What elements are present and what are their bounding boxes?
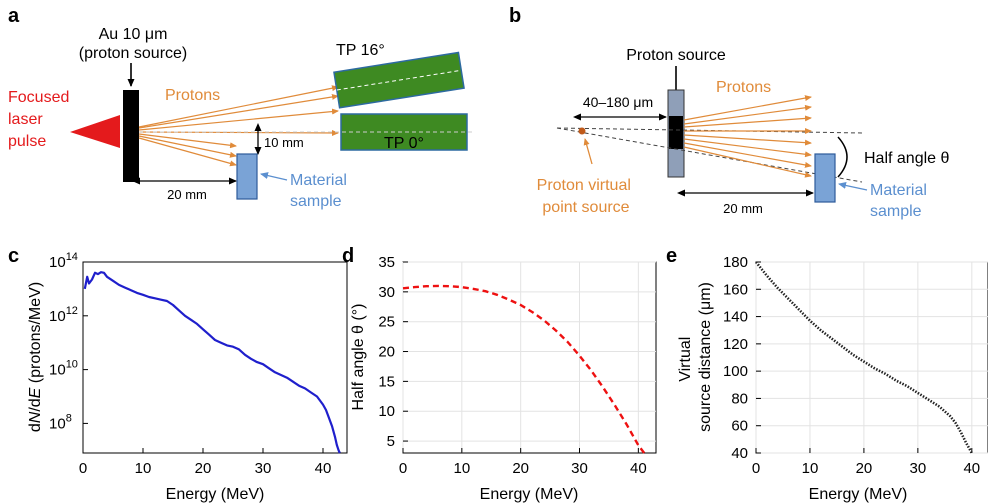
tp0-label: TP 0° (384, 135, 424, 152)
y-tick-label: 1010 (49, 359, 78, 379)
y-tick-label: 80 (731, 390, 748, 407)
chart-e-grid (755, 261, 988, 454)
laser-label: Focused laser pulse (8, 89, 74, 150)
series-line-d (402, 284, 646, 454)
x-tick-label: 30 (910, 460, 927, 477)
au-target-foil (123, 90, 139, 182)
panel-d-letter: d (342, 245, 354, 267)
half-angle-label: Half angle θ (864, 150, 949, 167)
y-tick-label: 40 (731, 445, 748, 462)
panel-b: b Proton source Protons 40–180 μm Proton… (509, 5, 949, 220)
panel-e-letter: e (666, 245, 677, 267)
x-tick-label: 10 (135, 460, 152, 477)
x-tick-label: 20 (195, 460, 212, 477)
x-tick-label: 20 (856, 460, 873, 477)
tp16-box (333, 51, 465, 109)
panel-a: a Au 10 μm (proton source) Focused laser… (8, 5, 472, 210)
edge-ray-b (556, 127, 863, 183)
y-tick-label: 180 (723, 254, 748, 271)
au-label: Au 10 μm (99, 26, 168, 43)
chart-e-series (754, 261, 973, 454)
chart-d-grid (402, 261, 656, 453)
proton-rays-b (683, 95, 812, 178)
x-tick-label: 20 (512, 460, 529, 477)
chart-e-xlabel: Energy (MeV) (809, 486, 908, 503)
laser-pulse-triangle (70, 115, 120, 148)
chart-c-xlabel: Energy (MeV) (166, 486, 265, 503)
material-sample-a (236, 153, 258, 200)
range-label: 40–180 μm (583, 94, 653, 110)
y-tick-label: 160 (723, 281, 748, 298)
panel-c-letter: c (8, 245, 19, 267)
virtual-source-pointer (583, 138, 593, 165)
x-tick-label: 0 (399, 460, 407, 477)
chart-e-ylabel: Virtual source distance (μm) (677, 282, 714, 432)
chart-c-ticks: 0 10 20 30 40 108 1010 1012 1014 (49, 251, 331, 477)
x-tick-label: 30 (255, 460, 272, 477)
tp16-label: TP 16° (336, 42, 385, 59)
x-tick-label: 10 (453, 460, 470, 477)
sample-pointer-b (838, 182, 868, 191)
y-tick-label: 60 (731, 418, 748, 435)
y-tick-label: 35 (378, 254, 395, 271)
y-tick-label: 108 (49, 412, 72, 432)
y-tick-label: 1012 (49, 305, 78, 325)
proton-source-core-b (669, 116, 683, 149)
chart-c-frame (82, 261, 348, 454)
chart-d-xlabel: Energy (MeV) (480, 486, 579, 503)
y-tick-label: 120 (723, 336, 748, 353)
chart-d-frame (402, 261, 657, 454)
y-tick-label: 140 (723, 309, 748, 326)
distance-label-a: 20 mm (167, 187, 207, 202)
protons-label-a: Protons (165, 87, 220, 104)
virtual-point-source (578, 127, 586, 135)
proton-source-label-b: Proton source (626, 47, 726, 64)
y-tick-label: 10 (378, 403, 395, 420)
y-tick-label: 30 (378, 284, 395, 301)
y-tick-label: 15 (378, 373, 395, 390)
chart-e-frame (755, 261, 988, 454)
protons-label-b: Protons (716, 79, 771, 96)
sample-label-a: Material sample (290, 172, 351, 210)
y-tick-label: 25 (378, 314, 395, 331)
chart-e-ticks: 0 10 20 30 40 40 60 80 100 120 140 160 180 (723, 254, 980, 477)
chart-d-ylabel: Half angle θ (°) (350, 304, 367, 411)
virtual-source-label: Proton virtual point source (537, 177, 636, 216)
proton-source-label: (proton source) (79, 45, 188, 62)
series-line-e (754, 261, 973, 454)
panel-a-letter: a (8, 5, 20, 27)
y-tick-label: 20 (378, 344, 395, 361)
gap-label: 10 mm (264, 135, 304, 150)
chart-d-ticks: 0 10 20 30 40 5 10 15 20 25 30 35 (378, 254, 646, 477)
x-tick-label: 30 (571, 460, 588, 477)
y-tick-label: 100 (723, 363, 748, 380)
tp0-box (340, 113, 468, 151)
sample-pointer-a (260, 172, 288, 181)
panel-b-letter: b (509, 5, 521, 27)
chart-d-series (402, 284, 646, 454)
x-tick-label: 0 (752, 460, 760, 477)
y-tick-label: 1014 (49, 251, 78, 271)
material-sample-b (814, 153, 836, 203)
y-tick-label: 5 (387, 433, 395, 450)
x-tick-label: 40 (963, 460, 980, 477)
series-line-c (83, 271, 341, 454)
sample-label-b: Material sample (870, 182, 931, 220)
chart-c-ylabel: dN/dE (protons/MeV) (27, 282, 44, 432)
chart-c-series (83, 271, 341, 454)
x-tick-label: 0 (79, 460, 87, 477)
distance-label-b: 20 mm (723, 201, 763, 216)
panel-e: e 0 10 20 30 40 40 60 80 100 120 140 160 180 Energy … (666, 245, 988, 503)
panel-d: d 0 10 20 30 40 5 10 15 20 25 30 35 Energy (MeV) Ha… (342, 245, 657, 503)
x-tick-label: 10 (802, 460, 819, 477)
x-tick-label: 40 (315, 460, 332, 477)
x-tick-label: 40 (630, 460, 647, 477)
half-angle-arc (837, 136, 848, 178)
